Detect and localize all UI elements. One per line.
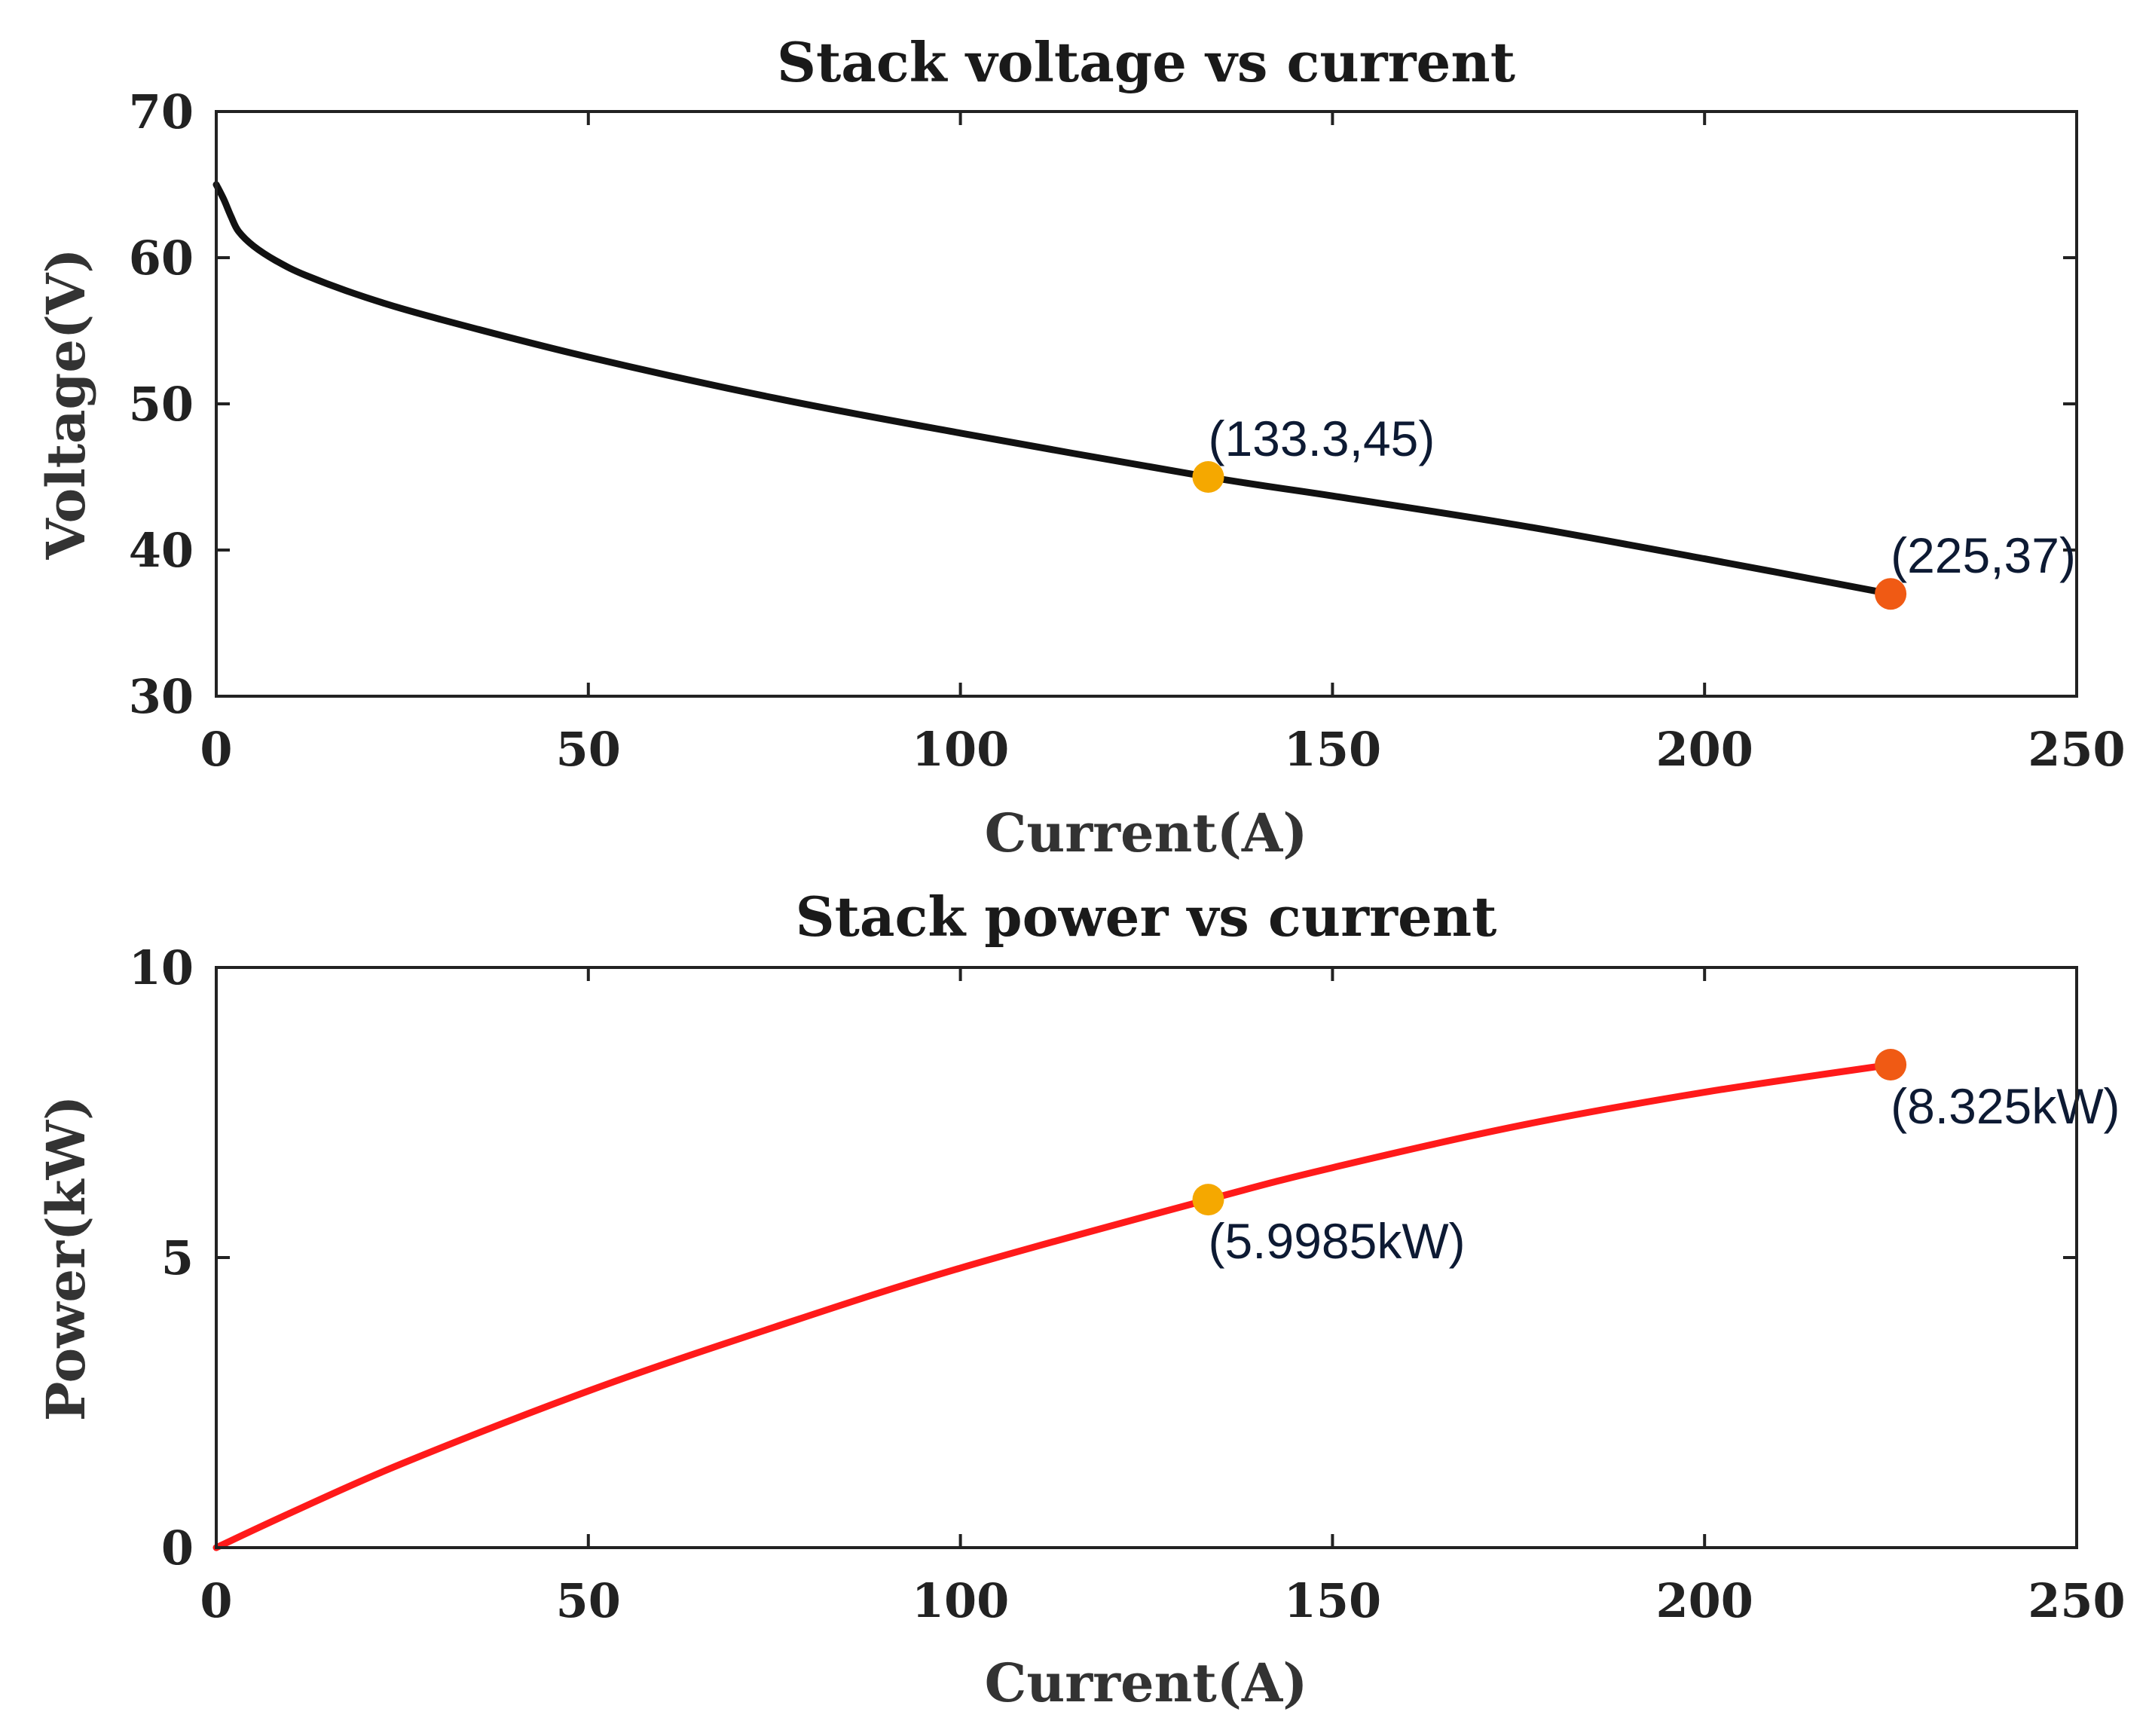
power-xtick-label: 50 [556, 1573, 621, 1628]
power-point-label: (8.325kW) [1891, 1078, 2120, 1134]
voltage-chart: Stack voltage vs current Current(A) Volt… [35, 30, 2126, 864]
voltage-ytick-label: 30 [129, 669, 194, 724]
voltage-chart-frame [215, 110, 2078, 698]
power-ytick-label: 10 [129, 940, 194, 995]
voltage-xtick-label: 250 [2028, 722, 2125, 777]
power-chart-ylabel: Power(kW) [35, 1096, 97, 1421]
power-xtick-label: 150 [1284, 1573, 1381, 1628]
voltage-chart-ylabel: Voltage(V) [35, 249, 97, 561]
voltage-ytick-label: 70 [129, 84, 194, 139]
power-series-line [212, 1061, 1894, 1551]
voltage-ytick-label: 50 [129, 377, 194, 432]
power-chart-title: Stack power vs current [796, 885, 1497, 949]
power-point-label: (5.9985kW) [1208, 1213, 1465, 1269]
power-xtick-label: 0 [200, 1573, 232, 1628]
voltage-ytick-label: 60 [129, 231, 194, 286]
power-chart-xlabel: Current(A) [985, 1652, 1308, 1714]
voltage-xtick-label: 200 [1655, 722, 1753, 777]
voltage-point-label: (225,37) [1891, 527, 2076, 583]
voltage-xtick-label: 150 [1284, 722, 1381, 777]
voltage-xtick-label: 100 [912, 722, 1009, 777]
voltage-series-line [212, 181, 1894, 598]
power-chart: Stack power vs current Current(A) Power(… [35, 885, 2126, 1714]
voltage-marker [1192, 461, 1224, 493]
power-marker [1875, 1048, 1907, 1080]
voltage-chart-title: Stack voltage vs current [777, 30, 1515, 94]
power-ytick-label: 0 [161, 1521, 194, 1576]
power-xtick-label: 200 [1655, 1573, 1753, 1628]
voltage-point-label: (133.3,45) [1208, 411, 1435, 466]
voltage-chart-xlabel: Current(A) [985, 802, 1308, 864]
power-ytick-label: 5 [161, 1230, 194, 1285]
voltage-xtick-label: 0 [200, 722, 232, 777]
voltage-ytick-label: 40 [129, 523, 194, 578]
power-marker [1192, 1184, 1224, 1216]
voltage-xtick-label: 50 [556, 722, 621, 777]
power-chart-frame [215, 966, 2078, 1549]
power-xtick-label: 100 [912, 1573, 1009, 1628]
voltage-marker [1875, 578, 1907, 610]
power-xtick-label: 250 [2028, 1573, 2125, 1628]
